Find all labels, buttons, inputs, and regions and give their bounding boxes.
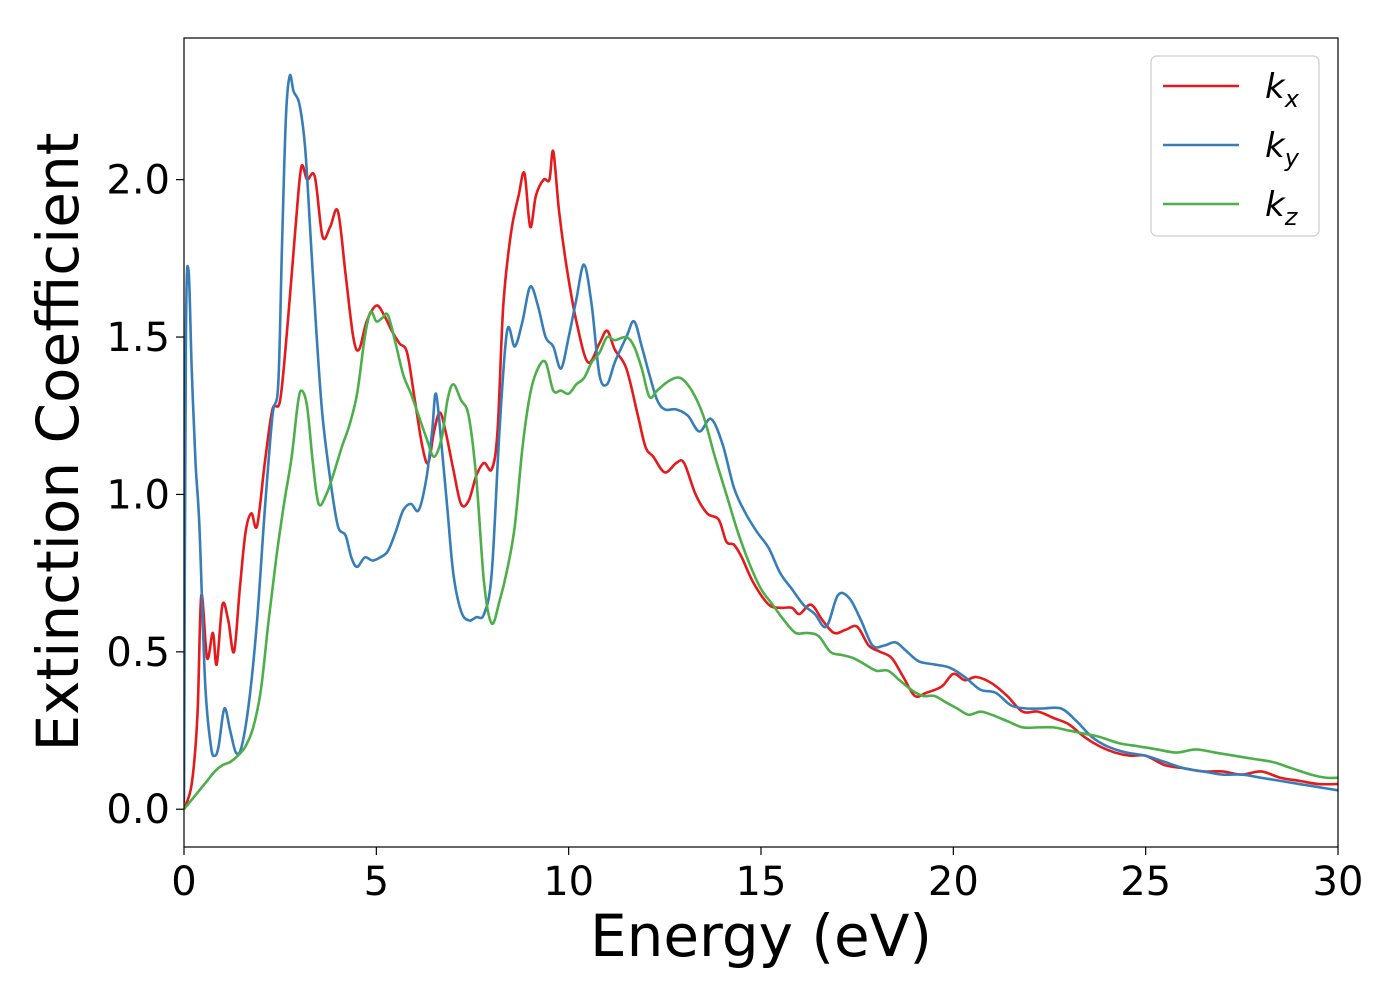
x-tick-label: 5 — [364, 859, 389, 905]
series-line-y — [184, 73, 1338, 803]
x-tick-label: 15 — [736, 859, 787, 905]
y-tick-label: 2.0 — [106, 158, 170, 204]
y-tick-label: 1.0 — [106, 472, 170, 518]
series-layer — [184, 73, 1338, 811]
x-tick-label: 0 — [171, 859, 196, 905]
y-tick-label: 1.5 — [106, 315, 170, 361]
x-tick-label: 20 — [928, 859, 979, 905]
series-line-z — [184, 310, 1338, 811]
x-tick-label: 10 — [543, 859, 594, 905]
legend-label-x: kx — [1265, 67, 1300, 113]
x-tick-label: 30 — [1313, 859, 1364, 905]
x-axis-ticks: 0 5 10 15 20 25 30 — [171, 847, 1363, 905]
y-axis-title: Extinction Coefficient — [24, 133, 92, 752]
x-axis-title: Energy (eV) — [590, 902, 932, 970]
legend-label-z: kz — [1265, 185, 1299, 231]
x-tick-label: 25 — [1120, 859, 1171, 905]
y-tick-label: 0.5 — [106, 630, 170, 676]
legend: kx ky kz — [1150, 55, 1320, 237]
y-tick-label: 0.0 — [106, 787, 170, 833]
legend-label-y: ky — [1265, 126, 1300, 172]
series-line-x — [184, 149, 1338, 810]
y-axis-ticks: 0.0 0.5 1.0 1.5 2.0 — [106, 158, 184, 833]
